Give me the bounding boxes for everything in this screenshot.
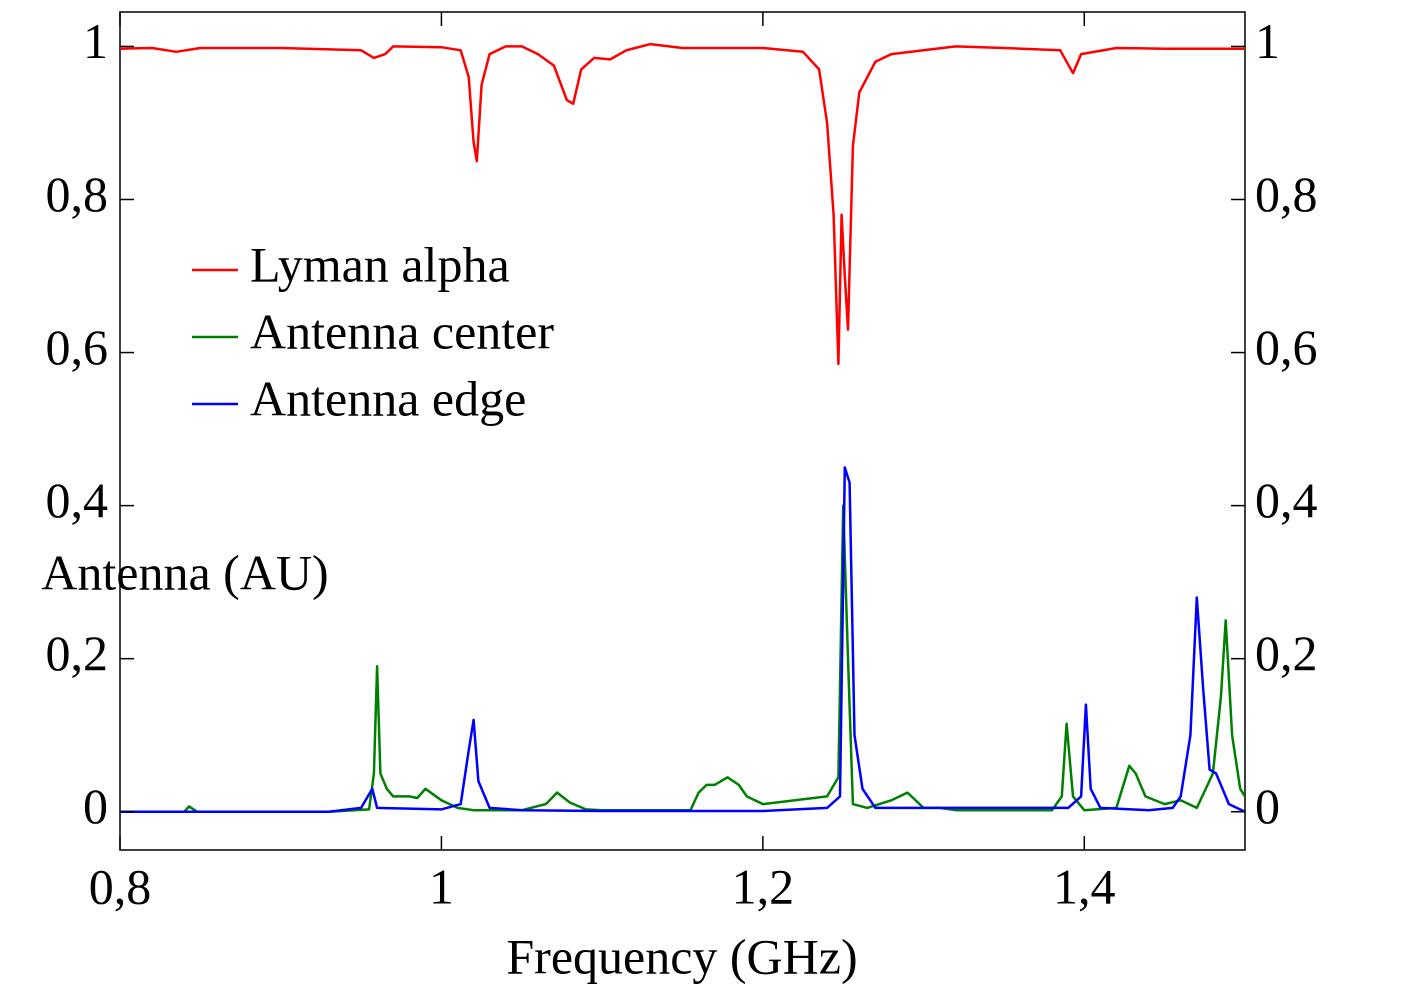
y-tick-label: 0,6: [46, 319, 109, 375]
y-tick-label: 0,8: [46, 166, 109, 222]
legend-label: Antenna edge: [250, 370, 526, 426]
legend-label: Antenna center: [250, 303, 554, 359]
x-tick-label: 1,2: [732, 858, 795, 914]
y2-tick-label: 0,8: [1255, 166, 1318, 222]
lines: [120, 42, 1245, 813]
x-tick-label: 1: [429, 858, 454, 914]
x-axis-label: Frequency (GHz): [506, 928, 857, 984]
series-line: [120, 466, 1245, 813]
x-tick-label: 1,4: [1053, 858, 1116, 914]
legend-label: Lyman alpha: [250, 236, 510, 292]
y-tick-label: 0: [83, 778, 108, 834]
x-tick-label: 0,8: [89, 858, 152, 914]
series-line: [120, 504, 1245, 813]
y2-tick-label: 0,6: [1255, 319, 1318, 375]
y2-tick-label: 0: [1255, 778, 1280, 834]
y-tick-label: 0,4: [46, 472, 109, 528]
series-line: [120, 42, 1245, 366]
y-tick-label: 0,2: [46, 625, 109, 681]
plot-frame: [119, 11, 1246, 851]
y2-tick-label: 0,2: [1255, 625, 1318, 681]
y-tick-label: 1: [83, 13, 108, 69]
y-axis-label: Antenna (AU): [41, 544, 328, 600]
y2-tick-label: 0,4: [1255, 472, 1318, 528]
y2-tick-label: 1: [1255, 13, 1280, 69]
